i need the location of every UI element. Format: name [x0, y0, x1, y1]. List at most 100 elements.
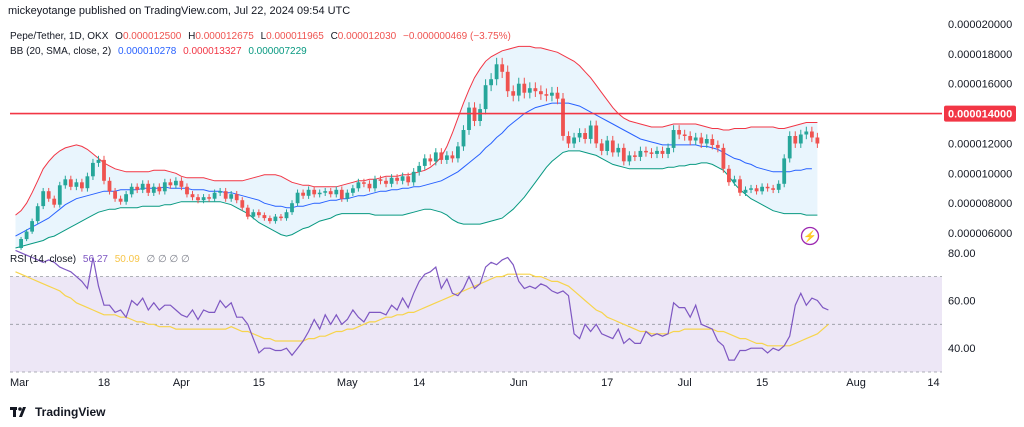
candle-body[interactable]: [174, 180, 178, 186]
candle-body[interactable]: [494, 64, 499, 80]
candle-body[interactable]: [655, 150, 659, 154]
candle-body[interactable]: [483, 85, 488, 110]
candle-body[interactable]: [240, 200, 245, 208]
candle-body[interactable]: [505, 71, 510, 92]
candle-body[interactable]: [223, 191, 228, 199]
candle-body[interactable]: [793, 136, 798, 144]
lightning-badge[interactable]: ⚡: [800, 226, 820, 246]
candle-body[interactable]: [384, 180, 388, 184]
candle-body[interactable]: [162, 182, 167, 192]
candle-body[interactable]: [328, 191, 333, 195]
bb-label[interactable]: BB (20, SMA, close, 2): [10, 46, 112, 57]
candle-body[interactable]: [35, 206, 40, 222]
candle-body[interactable]: [566, 136, 571, 144]
candle-body[interactable]: [129, 186, 134, 195]
candle-body[interactable]: [406, 176, 411, 183]
candle-body[interactable]: [279, 216, 283, 219]
candle-body[interactable]: [334, 189, 339, 195]
candle-body[interactable]: [710, 139, 715, 145]
rsi-label[interactable]: RSI (14, close): [10, 254, 77, 265]
candle-body[interactable]: [699, 137, 704, 144]
candle-body[interactable]: [583, 133, 587, 139]
candle-body[interactable]: [107, 180, 112, 192]
candle-body[interactable]: [339, 189, 344, 199]
candle-body[interactable]: [445, 155, 449, 160]
candle-body[interactable]: [627, 155, 632, 162]
candle-body[interactable]: [688, 136, 693, 141]
candle-body[interactable]: [666, 147, 670, 154]
candle-body[interactable]: [395, 177, 399, 181]
candle-body[interactable]: [41, 191, 46, 207]
candle-body[interactable]: [245, 207, 250, 217]
candle-body[interactable]: [594, 125, 599, 144]
candle-body[interactable]: [422, 158, 427, 166]
candle-body[interactable]: [715, 144, 720, 148]
candle-body[interactable]: [24, 231, 29, 240]
candle-body[interactable]: [417, 165, 422, 172]
candle-body[interactable]: [190, 194, 195, 198]
candle-body[interactable]: [671, 130, 676, 148]
candle-body[interactable]: [295, 192, 300, 204]
candle-body[interactable]: [290, 203, 294, 213]
candle-body[interactable]: [815, 137, 820, 144]
candle-body[interactable]: [638, 150, 643, 157]
candle-body[interactable]: [771, 188, 775, 190]
candle-body[interactable]: [682, 134, 687, 137]
candle-body[interactable]: [555, 92, 560, 99]
candle-body[interactable]: [450, 155, 455, 159]
candle-body[interactable]: [400, 176, 405, 181]
candle-body[interactable]: [411, 171, 416, 183]
candle-body[interactable]: [151, 186, 156, 193]
candle-body[interactable]: [693, 137, 698, 141]
candle-body[interactable]: [273, 216, 278, 222]
candle-body[interactable]: [323, 191, 328, 193]
resistance-price-badge[interactable]: [944, 105, 1016, 122]
candle-body[interactable]: [533, 88, 538, 92]
candle-body[interactable]: [776, 183, 781, 190]
candle-body[interactable]: [389, 177, 394, 184]
bb-lower-line[interactable]: [15, 150, 818, 249]
candle-body[interactable]: [522, 83, 527, 93]
candle-body[interactable]: [749, 188, 753, 190]
candle-body[interactable]: [367, 183, 372, 189]
candle-body[interactable]: [798, 134, 803, 144]
candle-body[interactable]: [19, 239, 23, 248]
candle-body[interactable]: [765, 186, 770, 189]
candle-body[interactable]: [284, 212, 289, 219]
candle-body[interactable]: [561, 98, 565, 136]
candle-body[interactable]: [118, 198, 123, 202]
candle-body[interactable]: [500, 64, 505, 72]
candle-body[interactable]: [196, 197, 200, 201]
candle-body[interactable]: [301, 192, 305, 196]
candle-body[interactable]: [439, 152, 444, 160]
candle-body[interactable]: [605, 140, 610, 152]
candle-body[interactable]: [345, 192, 350, 199]
candle-body[interactable]: [610, 140, 615, 153]
candle-body[interactable]: [30, 221, 34, 232]
candle-body[interactable]: [157, 186, 162, 192]
candle-body[interactable]: [616, 147, 621, 153]
candle-body[interactable]: [704, 139, 709, 144]
candle-body[interactable]: [146, 183, 151, 193]
candle-body[interactable]: [461, 130, 466, 147]
candle-body[interactable]: [743, 189, 748, 193]
rsi-line[interactable]: [15, 249, 829, 361]
candle-body[interactable]: [168, 182, 173, 186]
candle-body[interactable]: [96, 159, 101, 163]
candle-body[interactable]: [782, 158, 787, 184]
candle-body[interactable]: [467, 107, 471, 130]
candle-body[interactable]: [660, 150, 665, 154]
candle-body[interactable]: [207, 197, 211, 199]
candle-body[interactable]: [588, 125, 593, 139]
candle-body[interactable]: [544, 94, 549, 96]
candle-body[interactable]: [185, 186, 189, 195]
candle-body[interactable]: [489, 79, 493, 86]
candle-body[interactable]: [727, 168, 731, 183]
candle-body[interactable]: [74, 182, 79, 187]
candle-body[interactable]: [135, 186, 140, 190]
candle-body[interactable]: [46, 191, 51, 199]
candle-body[interactable]: [649, 152, 654, 154]
candle-body[interactable]: [85, 176, 90, 189]
candle-body[interactable]: [356, 182, 361, 189]
